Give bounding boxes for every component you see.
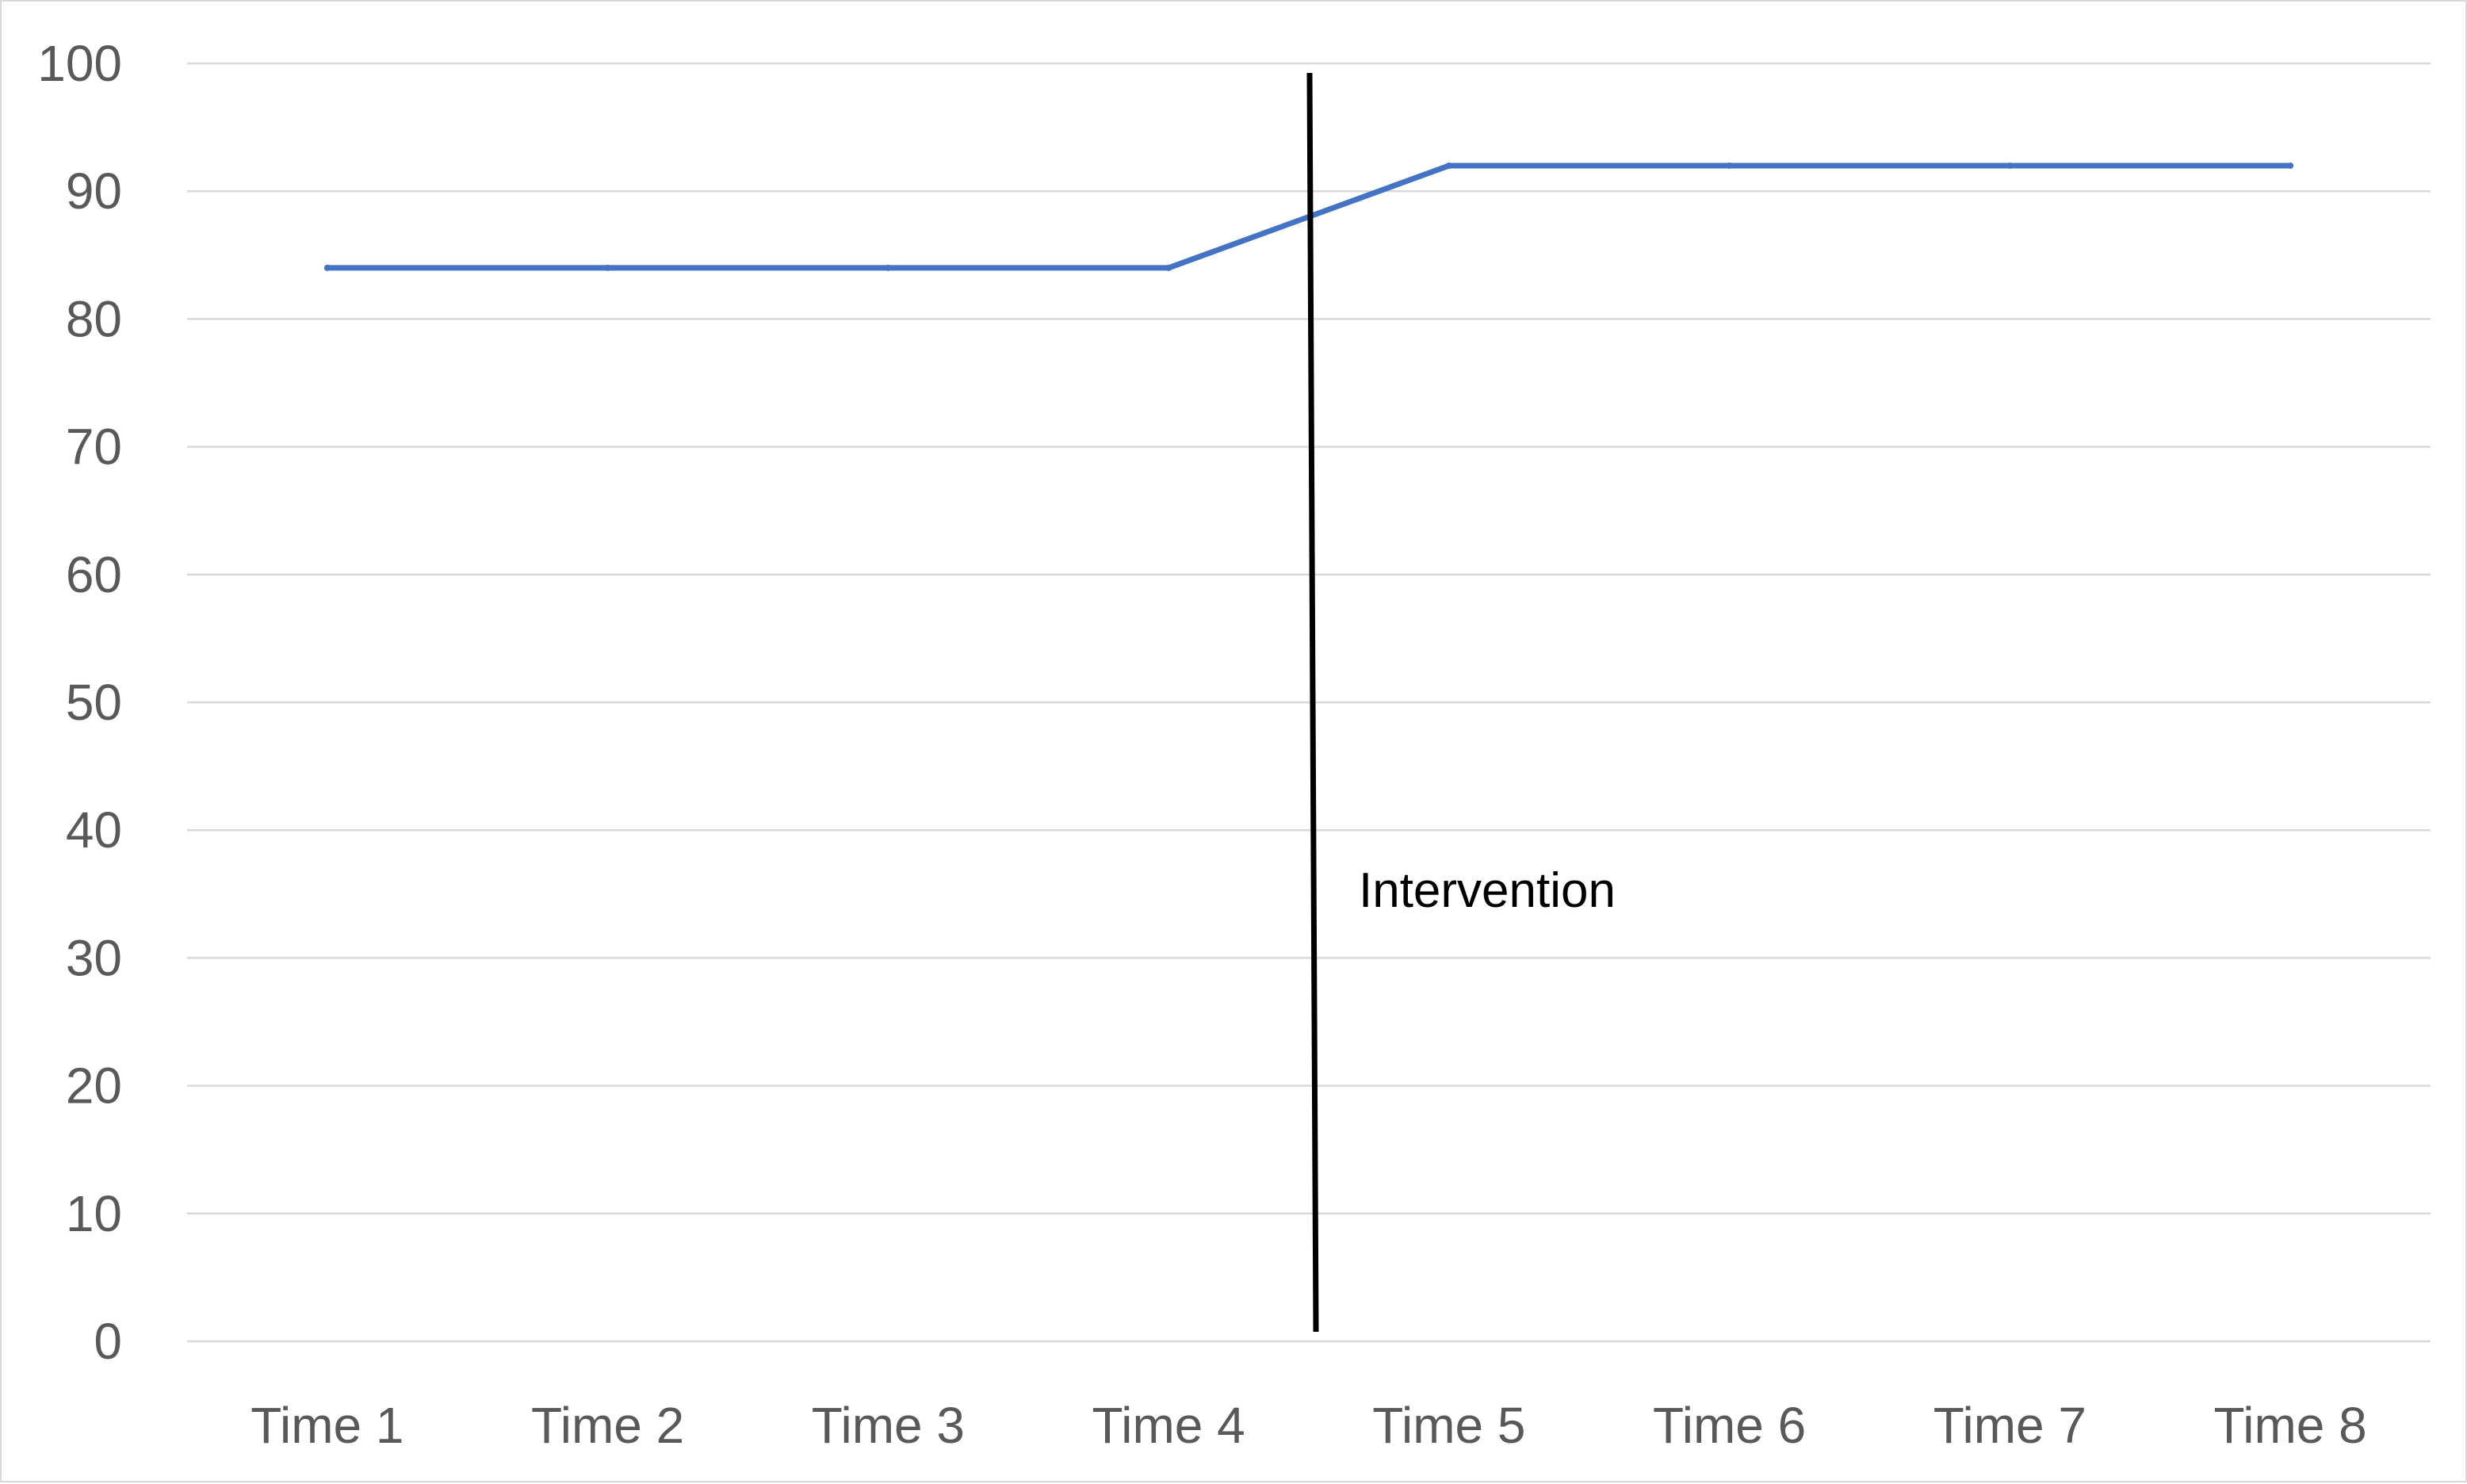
- y-tick-label: 70: [66, 419, 122, 476]
- data-point: [885, 264, 892, 271]
- y-tick-label: 80: [66, 290, 122, 347]
- intervention-label: Intervention: [1359, 863, 1616, 918]
- x-axis-tick-labels: Time 1 Time 2 Time 3 Time 4 Time 5 Time 6 Time…: [251, 1397, 2366, 1454]
- y-tick-label: 40: [66, 801, 122, 859]
- data-point: [2287, 162, 2294, 169]
- y-tick-label: 20: [66, 1058, 122, 1115]
- data-point: [604, 264, 611, 271]
- annotations: Intervention: [1306, 72, 1616, 1333]
- y-tick-label: 90: [66, 163, 122, 220]
- data-point: [323, 264, 331, 271]
- x-tick-label: Time 1: [251, 1397, 404, 1454]
- x-tick-label: Time 8: [2214, 1397, 2367, 1454]
- y-tick-label: 30: [66, 929, 122, 986]
- x-tick-label: Time 6: [1653, 1397, 1806, 1454]
- y-tick-label: 10: [66, 1185, 122, 1242]
- data-point: [1445, 162, 1452, 169]
- x-tick-label: Time 4: [1092, 1397, 1245, 1454]
- y-tick-label: 50: [66, 674, 122, 731]
- y-tick-label: 60: [66, 546, 122, 603]
- x-tick-label: Time 2: [531, 1397, 684, 1454]
- x-tick-label: Time 3: [812, 1397, 965, 1454]
- y-tick-label: 100: [37, 35, 122, 92]
- intervention-line: [1306, 72, 1319, 1333]
- data-point: [1165, 264, 1172, 271]
- data-point: [2006, 162, 2014, 169]
- y-axis-tick-labels: 0 10 20 30 40 50 60 70 80 90 100: [37, 35, 122, 1370]
- x-tick-label: Time 7: [1933, 1397, 2086, 1454]
- x-tick-label: Time 5: [1372, 1397, 1525, 1454]
- data-point: [1726, 162, 1733, 169]
- y-tick-label: 0: [94, 1313, 122, 1370]
